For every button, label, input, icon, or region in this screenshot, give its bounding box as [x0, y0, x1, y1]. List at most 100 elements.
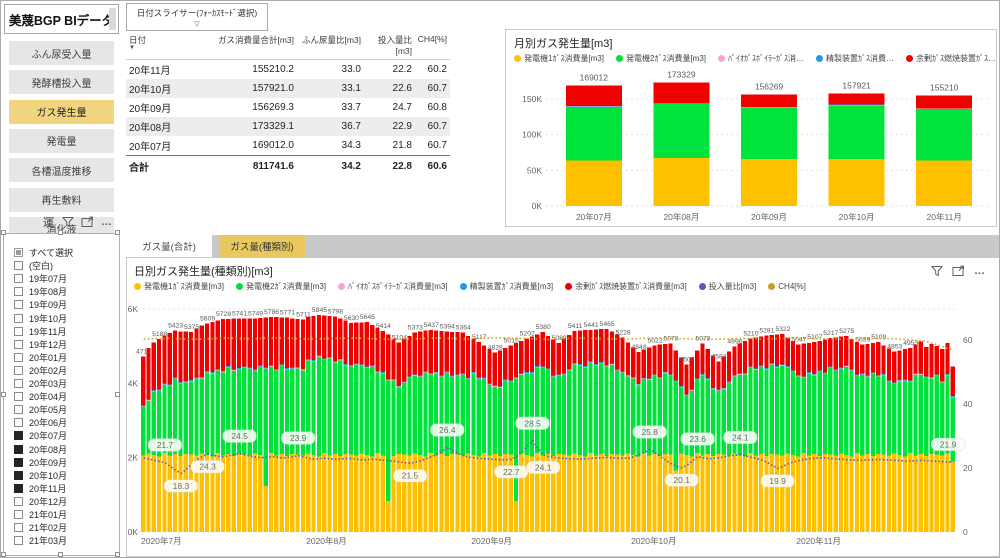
- selection-handle[interactable]: [58, 552, 63, 557]
- checkbox[interactable]: [14, 365, 23, 375]
- legend-item[interactable]: CH4[%]: [768, 282, 806, 291]
- selection-handle[interactable]: [115, 392, 120, 397]
- legend-item[interactable]: 発電機2ｶﾞｽ消費量[m3]: [616, 53, 706, 64]
- slicer-item-19年09月[interactable]: 19年09月: [14, 298, 67, 311]
- slicer-item-20年02月[interactable]: 20年02月: [14, 364, 67, 377]
- table-header-3[interactable]: ふん尿量比[m3]: [297, 32, 364, 60]
- slicer-item-20年05月[interactable]: 20年05月: [14, 403, 67, 416]
- checkbox[interactable]: [14, 405, 23, 415]
- table-header-1[interactable]: 日付 ▼: [126, 32, 182, 60]
- slicer-item-20年11月[interactable]: 20年11月: [14, 482, 66, 495]
- legend-label: 余剰ｶﾞｽ燃焼装置ｶﾞｽ…: [916, 54, 997, 63]
- checkbox[interactable]: [14, 352, 23, 362]
- legend-item[interactable]: 発電機1ｶﾞｽ消費量[m3]: [134, 281, 224, 292]
- slicer-item-20年07月[interactable]: 20年07月: [14, 429, 67, 442]
- checkbox[interactable]: [14, 510, 23, 519]
- table-header-5[interactable]: CH4[%]: [415, 32, 450, 60]
- slicer-item-20年01月[interactable]: 20年01月: [14, 351, 67, 364]
- slicer-item-すべて選択[interactable]: すべて選択: [14, 246, 73, 259]
- sidebar-item-6[interactable]: 再生敷料: [9, 187, 114, 212]
- slicer-item-(空白)[interactable]: (空白): [14, 259, 53, 272]
- table-cell: 156269.3: [252, 102, 294, 113]
- slicer-item-20年03月[interactable]: 20年03月: [14, 377, 67, 390]
- focus-mode-icon[interactable]: [952, 265, 965, 277]
- selection-handle[interactable]: [58, 230, 63, 235]
- table-header-2[interactable]: ガス消費量合計[m3]: [182, 32, 297, 60]
- checkbox[interactable]: [14, 470, 23, 480]
- tab-gas-total[interactable]: ガス量(合計): [126, 235, 212, 257]
- focus-mode-icon[interactable]: [81, 216, 94, 228]
- legend-item[interactable]: 精製装置ｶﾞｽ消費量[m3]: [459, 281, 553, 292]
- sidebar-item-4[interactable]: 発電量: [9, 128, 114, 153]
- slicer-item-20年04月[interactable]: 20年04月: [14, 390, 67, 403]
- checkbox[interactable]: [14, 431, 23, 441]
- slicer-item-21年03月[interactable]: 21年03月: [14, 534, 67, 547]
- slicer-item-19年08月[interactable]: 19年08月: [14, 285, 67, 298]
- selection-handle[interactable]: [1, 230, 6, 235]
- table-row: 20年11月 155210.2 33.0 22.2 60.2: [126, 60, 450, 80]
- checkbox[interactable]: [14, 287, 23, 297]
- date-slicer-dropdown[interactable]: 日付スライサー(ﾌｫｰｶｽﾓｰﾄﾞ選択) ▽: [126, 3, 268, 31]
- selection-handle[interactable]: [115, 230, 120, 235]
- svg-text:5749: 5749: [248, 310, 263, 317]
- daily-chart-legend: 発電機1ｶﾞｽ消費量[m3] 発電機2ｶﾞｽ消費量[m3] ﾊﾞｲｵｶﾞｽﾎﾞｲﾗｰ…: [134, 281, 806, 292]
- filter-icon[interactable]: [62, 216, 74, 228]
- sidebar-item-5[interactable]: 各槽温度推移: [9, 158, 114, 183]
- table-header-4[interactable]: 投入量比[m3]: [364, 32, 415, 60]
- checkbox[interactable]: [14, 444, 23, 454]
- slicer-item-20年10月[interactable]: 20年10月: [14, 469, 67, 482]
- sidebar-item-3[interactable]: ガス発生量: [9, 99, 114, 124]
- slicer-item-19年12月[interactable]: 19年12月: [14, 338, 67, 351]
- slicer-item-20年12月[interactable]: 20年12月: [14, 495, 67, 508]
- slicer-item-21年01月[interactable]: 21年01月: [14, 508, 67, 521]
- checkbox[interactable]: [14, 379, 23, 388]
- selection-handle[interactable]: [1, 552, 6, 557]
- tab-gas-by-type[interactable]: ガス量(種類別): [219, 235, 305, 257]
- legend-item[interactable]: 投入量比[m3]: [698, 281, 756, 292]
- slicer-item-19年10月[interactable]: 19年10月: [14, 312, 67, 325]
- slicer-item-20年08月[interactable]: 20年08月: [14, 443, 67, 456]
- legend-item[interactable]: 発電機1ｶﾞｽ消費量[m3]: [514, 53, 604, 64]
- more-options-icon[interactable]: …: [974, 265, 986, 277]
- selection-handle[interactable]: [115, 552, 120, 557]
- checkbox[interactable]: [14, 523, 23, 533]
- sidebar-item-1[interactable]: ふん尿受入量: [9, 41, 114, 65]
- legend-dot-icon: [565, 283, 573, 290]
- slicer-item-19年11月[interactable]: 19年11月: [14, 325, 66, 338]
- checkbox[interactable]: [14, 418, 23, 428]
- slicer-item-19年07月[interactable]: 19年07月: [14, 272, 67, 285]
- app-title: 美蔑BGP BIデータ: [8, 13, 115, 28]
- slicer-item-label: 19年12月: [29, 339, 68, 350]
- checkbox[interactable]: [14, 261, 23, 271]
- checkbox[interactable]: [14, 496, 23, 506]
- legend-item[interactable]: 精製装置ｶﾞｽ消費…: [816, 53, 894, 64]
- sidebar-item-2[interactable]: 発酵槽投入量: [9, 70, 114, 95]
- sidebar-item-partial[interactable]: 運: [43, 217, 54, 229]
- slicer-item-20年06月[interactable]: 20年06月: [14, 416, 67, 429]
- selection-handle[interactable]: [1, 392, 6, 397]
- checkbox[interactable]: [14, 457, 23, 467]
- slicer-item-20年09月[interactable]: 20年09月: [14, 456, 67, 469]
- svg-text:5411: 5411: [568, 323, 583, 330]
- svg-text:5078: 5078: [695, 335, 710, 342]
- checkbox[interactable]: [14, 536, 23, 546]
- checkbox[interactable]: [14, 326, 23, 336]
- checkbox[interactable]: [14, 392, 23, 402]
- checkbox[interactable]: [14, 483, 23, 493]
- svg-text:22.7: 22.7: [503, 467, 520, 477]
- filter-icon[interactable]: [931, 265, 943, 277]
- legend-item[interactable]: ﾊﾞｲｵｶﾞｽﾎﾞｲﾗｰｶﾞｽ消費量[m3]: [338, 281, 448, 292]
- checkbox[interactable]: [14, 313, 23, 323]
- checkbox[interactable]: [14, 248, 23, 257]
- legend-item[interactable]: 余剰ｶﾞｽ燃焼装置ｶﾞｽ消費量[m3]: [565, 281, 687, 292]
- monthly-chart[interactable]: 0K 50K 100K 150K 169012 20年07月 173329 20年08月 156…: [506, 69, 996, 225]
- checkbox[interactable]: [14, 300, 23, 310]
- legend-item[interactable]: ﾊﾞｲｵｶﾞｽﾎﾞｲﾗｰｶﾞｽ消…: [718, 53, 804, 64]
- slicer-item-21年02月[interactable]: 21年02月: [14, 521, 67, 534]
- more-options-icon[interactable]: …: [101, 216, 113, 228]
- checkbox[interactable]: [14, 339, 23, 349]
- checkbox[interactable]: [14, 274, 23, 284]
- legend-item[interactable]: 発電機2ｶﾞｽ消費量[m3]: [236, 281, 326, 292]
- legend-item[interactable]: 余剰ｶﾞｽ燃焼装置ｶﾞｽ…: [906, 53, 996, 64]
